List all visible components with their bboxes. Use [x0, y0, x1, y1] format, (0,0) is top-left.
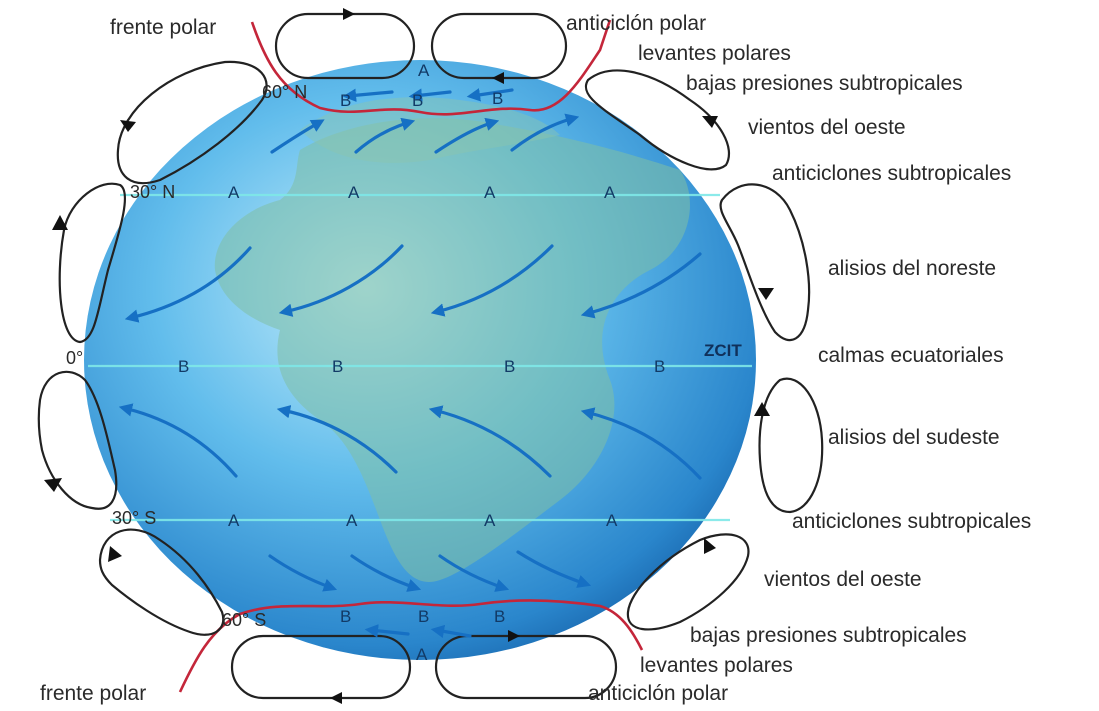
pressure-high-30s: A	[606, 511, 618, 530]
cell-hadley-north-west	[58, 182, 127, 344]
cell-ferrel-south-east	[626, 533, 750, 631]
cell-ferrel-north-east	[584, 69, 731, 171]
pressure-low-equator: B	[654, 357, 665, 376]
latitude-label-30s: 30° S	[112, 508, 156, 528]
label-anticiclones-subtrop-bottom: anticiclones subtropicales	[792, 510, 1031, 533]
pressure-high-30s: A	[484, 511, 496, 530]
wind-arrow-se-trade	[118, 403, 238, 478]
pressure-low-equator: B	[332, 357, 343, 376]
label-anticiclones-subtrop-top: anticiclones subtropicales	[772, 162, 1011, 185]
latitude-label-equator: 0°	[66, 348, 83, 368]
wind-arrow-se-trade	[428, 405, 552, 478]
zcit-label: ZCIT	[704, 341, 742, 360]
pressure-high-30n: A	[484, 183, 496, 202]
wind-arrow-westerly-south	[438, 554, 510, 592]
wind-arrow-westerly-south	[350, 554, 422, 592]
pressure-high-30n: A	[604, 183, 616, 202]
pressure-low-60s: B	[418, 607, 429, 626]
cell-arrowhead	[754, 402, 770, 416]
label-bajas-presiones-top: bajas presiones subtropicales	[686, 72, 963, 95]
cell-arrowhead	[758, 288, 774, 300]
wind-arrow-se-trade	[580, 407, 702, 480]
wind-arrow-westerly-north	[354, 117, 416, 154]
pressure-high-30n: A	[348, 183, 360, 202]
label-anticiclon-polar-top: anticiclón polar	[566, 12, 706, 35]
pressure-low-60s: B	[494, 607, 505, 626]
wind-arrow-westerly-north	[434, 117, 500, 154]
label-alisios-noreste: alisios del noreste	[828, 257, 996, 280]
wind-arrow-westerly-south	[516, 550, 592, 588]
cell-arrowhead	[702, 116, 718, 128]
label-levantes-polares-top: levantes polares	[638, 42, 791, 65]
cell-arrowhead	[704, 538, 716, 554]
cell-polar-south-right	[434, 634, 618, 700]
wind-arrow-polar-easterly-south	[430, 624, 472, 639]
cell-ferrel-south-west	[98, 528, 225, 636]
wind-arrow-polar-easterly-north	[466, 88, 514, 102]
pressure-high-polar-south: A	[416, 645, 428, 664]
cell-arrowhead	[330, 692, 342, 704]
wind-arrow-ne-trade	[278, 244, 404, 317]
latitude-label-60s: 60° S	[222, 610, 266, 630]
wind-arrow-se-trade	[276, 405, 398, 474]
pressure-low-60n: B	[412, 91, 423, 110]
wind-arrow-westerly-north	[270, 119, 325, 154]
label-vientos-oeste-top: vientos del oeste	[748, 116, 906, 139]
pressure-high-30n: A	[228, 183, 240, 202]
cell-arrowhead	[52, 215, 68, 230]
pressure-high-polar-north: A	[418, 61, 430, 80]
latitude-label-30n: 30° N	[130, 182, 175, 202]
label-frente-polar-top: frente polar	[110, 16, 216, 39]
cell-arrowhead	[44, 478, 62, 492]
wind-arrow-polar-easterly-north	[342, 88, 394, 102]
polar-front-north	[250, 19, 612, 116]
pressure-low-equator: B	[504, 357, 515, 376]
globe	[84, 60, 756, 660]
cell-arrowhead	[120, 120, 136, 132]
label-frente-polar-bottom: frente polar	[40, 682, 146, 705]
wind-arrow-ne-trade	[580, 252, 702, 319]
cell-arrowhead	[508, 630, 520, 642]
label-calmas-ecuatoriales: calmas ecuatoriales	[818, 344, 1004, 367]
cell-arrowhead	[343, 8, 355, 20]
wind-arrows	[118, 88, 702, 639]
circulation-cells	[37, 8, 824, 704]
label-bajas-presiones-bottom: bajas presiones subtropicales	[690, 624, 967, 647]
pressure-high-30s: A	[346, 511, 358, 530]
latitude-labels: 60° N 30° N 0° 30° S 60° S	[66, 82, 307, 630]
pressure-low-60n: B	[340, 91, 351, 110]
pressure-markers: A B B B A A A A B B B B A A A A B B B A	[178, 61, 665, 664]
cell-arrowhead	[492, 72, 504, 84]
annotation-labels: frente polar anticiclón polar levantes p…	[40, 12, 1031, 705]
cell-hadley-south-west	[37, 370, 118, 510]
wind-arrow-westerly-south	[268, 554, 338, 592]
polar-front-south	[178, 599, 644, 693]
pressure-low-60n: B	[492, 89, 503, 108]
latitude-label-60n: 60° N	[262, 82, 307, 102]
cell-hadley-south-east	[758, 377, 824, 514]
africa-landmass	[214, 118, 690, 582]
cell-arrowhead	[108, 546, 122, 562]
wind-arrow-polar-easterly-north	[408, 88, 452, 102]
pressure-low-60s: B	[340, 607, 351, 626]
label-anticiclon-polar-bottom: anticiclón polar	[588, 682, 728, 705]
cell-ferrel-north-west	[116, 60, 268, 185]
cell-hadley-north-east	[719, 183, 811, 342]
pressure-low-equator: B	[178, 357, 189, 376]
wind-arrow-ne-trade	[430, 244, 554, 317]
label-vientos-oeste-bottom: vientos del oeste	[764, 568, 922, 591]
pressure-high-30s: A	[228, 511, 240, 530]
wind-arrow-polar-easterly-south	[364, 624, 410, 638]
label-alisios-sudeste: alisios del sudeste	[828, 426, 1000, 449]
cell-polar-south-left	[230, 634, 412, 700]
label-levantes-polares-bottom: levantes polares	[640, 654, 793, 677]
wind-arrow-westerly-north	[510, 113, 580, 152]
wind-arrow-ne-trade	[124, 246, 252, 323]
